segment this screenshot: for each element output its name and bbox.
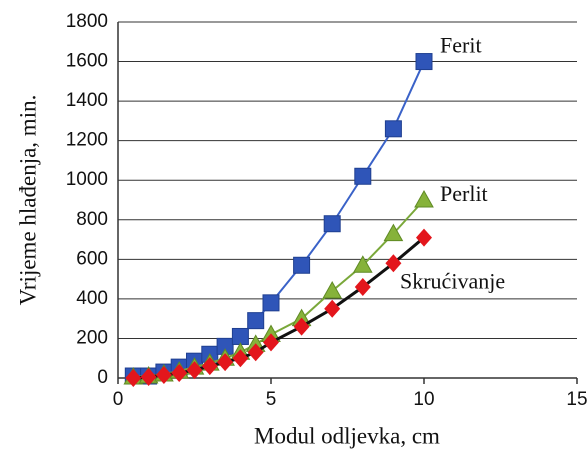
marker-triangle — [383, 223, 404, 242]
marker-diamond — [247, 343, 264, 362]
marker-diamond — [201, 357, 218, 376]
marker-triangle — [414, 189, 434, 208]
marker-diamond — [416, 228, 432, 247]
marker-square — [384, 120, 402, 138]
y-tick-label: 0 — [97, 367, 108, 388]
series-label: Perlit — [440, 181, 488, 206]
marker-triangle — [322, 280, 343, 299]
marker-square — [415, 53, 433, 71]
y-tick-label: 400 — [76, 288, 108, 309]
x-tick-label: 5 — [266, 389, 277, 410]
marker-square — [323, 215, 341, 233]
marker-square — [262, 294, 280, 312]
x-tick-label: 0 — [113, 389, 124, 410]
x-axis-label: Modul odljevka, cm — [254, 423, 440, 448]
series-line — [133, 61, 425, 378]
y-tick-label: 1200 — [66, 130, 108, 151]
marker-triangle — [352, 255, 373, 273]
marker-diamond — [155, 366, 172, 385]
marker-square — [231, 327, 249, 345]
y-tick-label: 1000 — [66, 169, 108, 190]
marker-diamond — [354, 278, 371, 297]
y-tick-label: 600 — [76, 248, 108, 269]
marker-diamond — [263, 333, 279, 352]
marker-diamond — [232, 349, 249, 368]
y-axis-label: Vrijeme hlađenja, min. — [15, 95, 40, 306]
y-tick-label: 200 — [76, 327, 108, 348]
marker-diamond — [217, 353, 234, 372]
marker-diamond — [140, 368, 157, 387]
series-label: Skrućivanje — [400, 269, 505, 294]
marker-diamond — [324, 299, 341, 318]
marker-square — [354, 167, 372, 185]
y-tick-label: 1600 — [66, 51, 108, 72]
marker-diamond — [385, 254, 402, 273]
marker-diamond — [293, 317, 310, 336]
marker-diamond — [125, 369, 142, 387]
marker-diamond — [186, 361, 203, 380]
x-tick-label: 10 — [413, 389, 434, 410]
marker-diamond — [171, 364, 188, 383]
y-tick-label: 800 — [76, 209, 108, 230]
x-tick-label: 15 — [566, 389, 587, 410]
y-tick-label: 1400 — [66, 90, 108, 111]
series-label: Ferit — [440, 33, 482, 58]
marker-square — [293, 256, 311, 274]
marker-square — [247, 312, 265, 330]
y-tick-label: 1800 — [66, 11, 108, 32]
series-line — [133, 199, 425, 379]
